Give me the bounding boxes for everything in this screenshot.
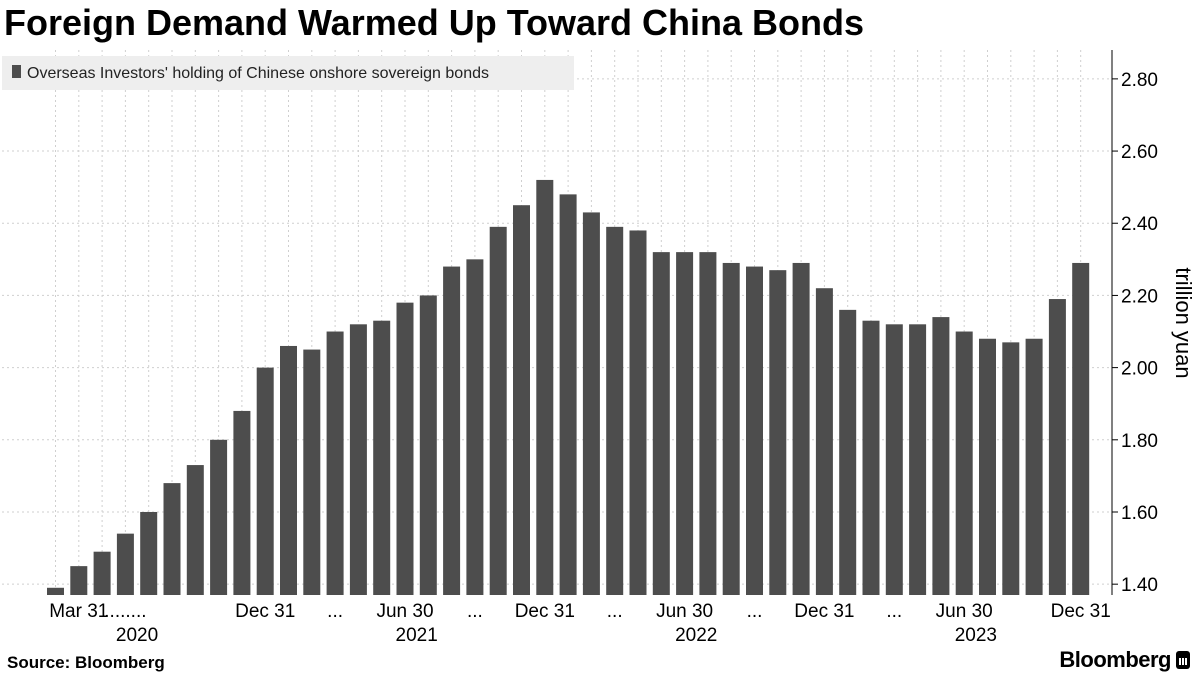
x-tick-label: ...: [327, 601, 343, 622]
x-tick-label: Dec 31: [235, 601, 295, 622]
bar: [93, 551, 111, 595]
bar: [792, 262, 810, 595]
bar: [699, 252, 717, 595]
bar: [373, 320, 391, 595]
x-tick-label: Jun 30: [376, 601, 433, 622]
bar: [536, 179, 554, 595]
x-year-label: 2020: [116, 625, 158, 646]
bar: [979, 338, 996, 595]
bar: [140, 511, 158, 595]
bar: [47, 587, 64, 595]
x-year-label: 2021: [396, 625, 438, 646]
bar: [559, 194, 577, 596]
x-tick-label: ...: [886, 601, 902, 622]
brand-name: Bloomberg: [1059, 647, 1171, 672]
x-tick-label: ...: [607, 601, 623, 622]
x-year-label: 2023: [955, 625, 997, 646]
brand-logo: Bloomberg: [1059, 647, 1190, 673]
bar: [769, 270, 787, 595]
x-tick-label: ...: [747, 601, 763, 622]
bar: [256, 367, 274, 595]
y-tick-label: 2.80: [1121, 70, 1158, 91]
bloomberg-chart-icon: [1176, 651, 1190, 669]
x-axis-labels: Mar 31........ Dec 31... Jun 30... Dec 31..…: [49, 601, 1111, 646]
bar: [1048, 299, 1066, 595]
bar: [676, 252, 694, 595]
bar: [163, 483, 181, 595]
bar: [815, 288, 833, 595]
y-axis-title: trillion yuan: [1171, 267, 1196, 378]
bar: [862, 320, 880, 595]
legend-swatch: [12, 65, 21, 78]
bar: [629, 230, 647, 596]
bar: [1002, 342, 1020, 595]
bar: [186, 465, 204, 595]
bar: [349, 324, 367, 595]
x-tick-label: Dec 31: [515, 601, 575, 622]
y-tick-label: 1.60: [1121, 503, 1158, 524]
bar: [513, 205, 530, 595]
x-tick-label: Dec 31: [794, 601, 854, 622]
source-note: Source: Bloomberg: [7, 653, 165, 672]
x-tick-label: Jun 30: [656, 601, 713, 622]
x-year-label: 2022: [675, 625, 717, 646]
bar: [70, 566, 88, 595]
bar: [652, 252, 670, 595]
bar: [1072, 262, 1090, 595]
x-tick-label: Jun 30: [936, 601, 993, 622]
bar: [466, 259, 484, 595]
x-tick-label: Mar 31: [49, 601, 108, 622]
bar: [489, 226, 507, 595]
y-axis: 2.80 2.60 2.40 2.20 2.00 1.80 1.60 1.40: [1111, 50, 1158, 596]
bar: [326, 331, 344, 595]
y-tick-label: 2.60: [1121, 142, 1158, 163]
y-tick-label: 2.40: [1121, 214, 1158, 235]
bar: [303, 349, 321, 595]
x-tick-label: ........: [104, 601, 146, 622]
bar: [1025, 338, 1043, 595]
legend-background: [2, 56, 574, 90]
y-tick-label: 2.00: [1121, 359, 1158, 380]
x-tick-label: Dec 31: [1051, 601, 1111, 622]
bar: [280, 345, 297, 595]
bar: [443, 266, 461, 595]
bar: [909, 324, 927, 595]
bar: [885, 324, 903, 595]
bar: [582, 212, 600, 595]
bars: [47, 179, 1090, 596]
y-tick-label: 1.40: [1121, 575, 1158, 596]
bar: [746, 266, 763, 595]
bar: [396, 302, 414, 595]
bar: [419, 295, 437, 595]
bar: [839, 309, 857, 595]
bar: [233, 410, 251, 595]
legend-label: Overseas Investors' holding of Chinese o…: [27, 65, 489, 82]
bar: [116, 533, 134, 595]
legend: Overseas Investors' holding of Chinese o…: [2, 56, 574, 90]
x-tick-label: ...: [467, 601, 483, 622]
bar: [606, 226, 624, 595]
bar: [722, 262, 740, 595]
bar: [210, 439, 228, 595]
y-tick-label: 2.20: [1121, 286, 1158, 307]
bar: [932, 317, 950, 595]
gridlines: [2, 50, 1112, 595]
bar: [955, 331, 973, 595]
chart-title: Foreign Demand Warmed Up Toward China Bo…: [4, 2, 865, 43]
y-tick-label: 1.80: [1121, 431, 1158, 452]
